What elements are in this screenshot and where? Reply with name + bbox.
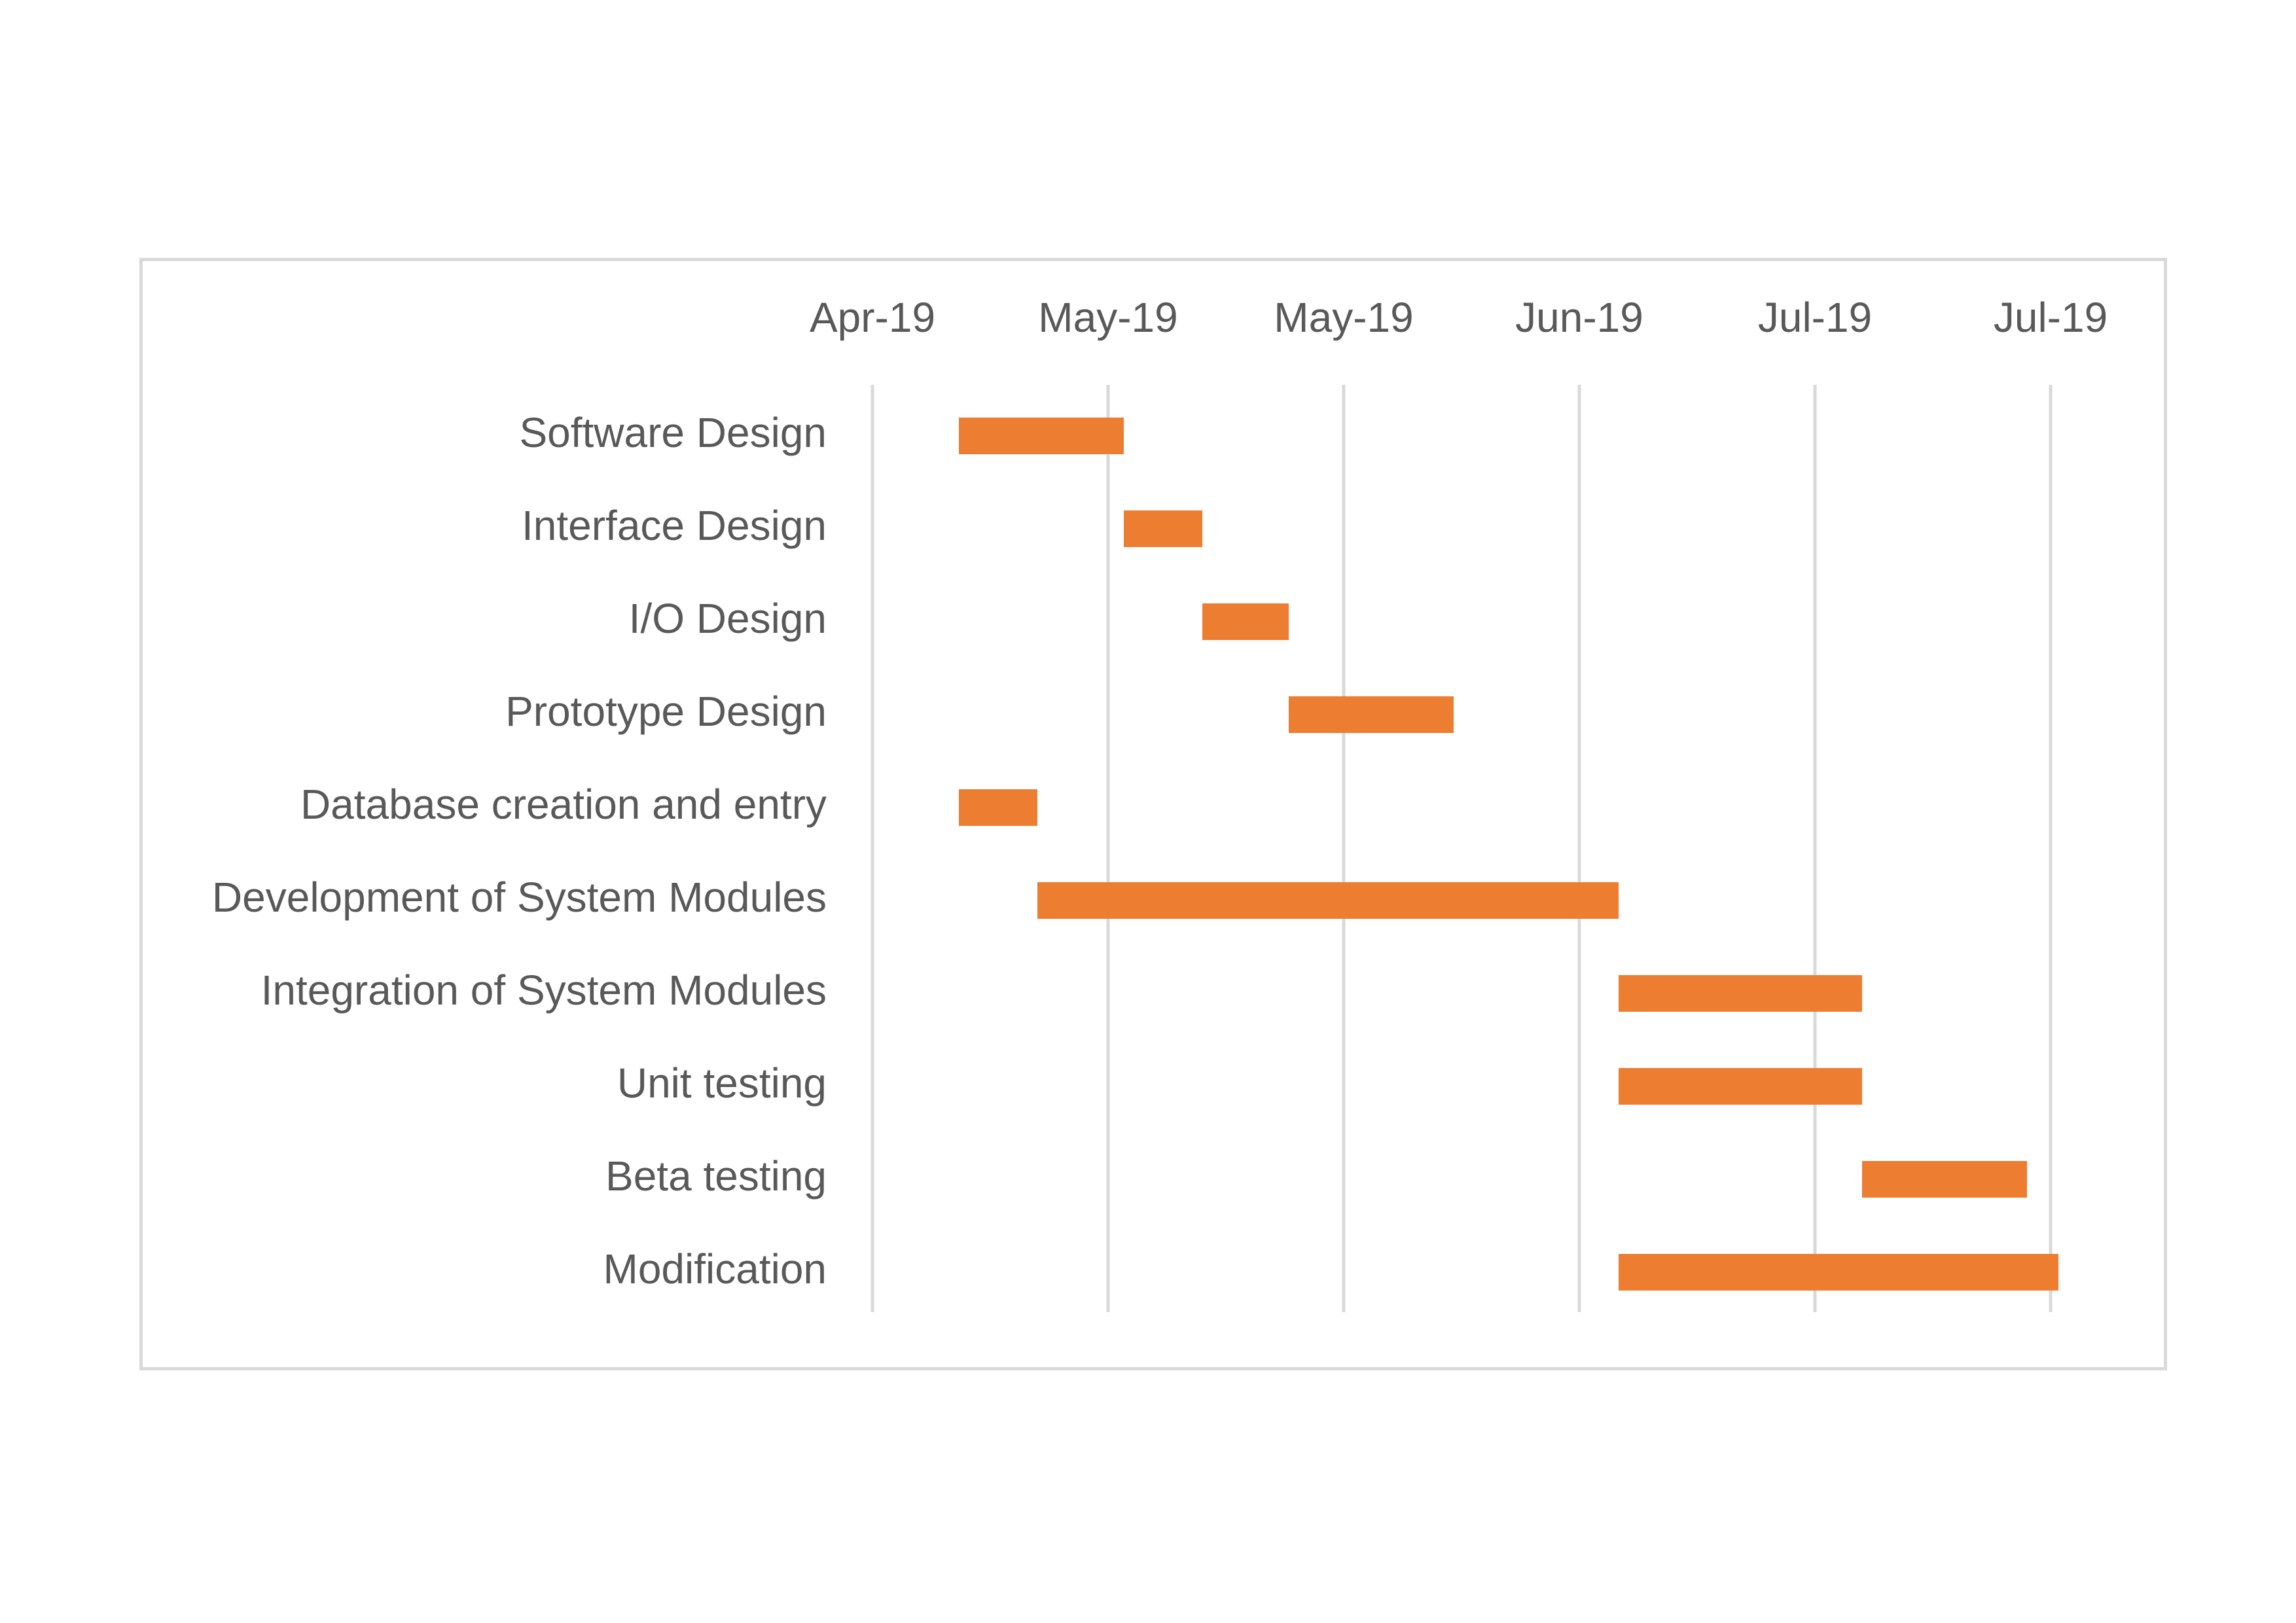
x-axis-ticks: Apr-19 May-19 May-19 Jun-19 Jul-19 Jul-19	[810, 294, 2108, 341]
task-label-9: Modification	[603, 1245, 827, 1293]
x-tick-label-1: May-19	[1038, 294, 1177, 341]
chart-frame	[139, 258, 2167, 1370]
task-bar-1	[1124, 510, 1202, 547]
task-label-0: Software Design	[519, 409, 827, 456]
x-tick-label-0: Apr-19	[810, 294, 935, 341]
task-label-5: Development of System Modules	[212, 874, 827, 921]
task-label-4: Database creation and entry	[300, 781, 827, 828]
task-bar-7	[1619, 1068, 1862, 1105]
task-bar-4	[959, 789, 1037, 826]
x-tick-label-5: Jul-19	[1994, 294, 2108, 341]
task-label-8: Beta testing	[605, 1152, 827, 1200]
x-tick-label-2: May-19	[1274, 294, 1413, 341]
task-bar-8	[1862, 1161, 2027, 1198]
task-bars	[959, 418, 2058, 1291]
task-label-2: I/O Design	[629, 595, 827, 642]
task-labels: Software Design Interface Design I/O Desig…	[212, 409, 827, 1293]
task-label-1: Interface Design	[522, 502, 827, 549]
task-bar-6	[1619, 975, 1862, 1012]
task-label-6: Integration of System Modules	[261, 967, 827, 1014]
task-bar-3	[1289, 696, 1454, 733]
task-label-7: Unit testing	[617, 1060, 827, 1107]
gridlines	[870, 385, 2053, 1312]
task-bar-9	[1619, 1254, 2058, 1291]
task-bar-0	[959, 418, 1124, 454]
task-label-3: Prototype Design	[505, 688, 827, 735]
task-bar-2	[1202, 603, 1289, 640]
task-bar-5	[1037, 882, 1619, 919]
x-tick-label-3: Jun-19	[1515, 294, 1643, 341]
x-tick-label-4: Jul-19	[1758, 294, 1872, 341]
